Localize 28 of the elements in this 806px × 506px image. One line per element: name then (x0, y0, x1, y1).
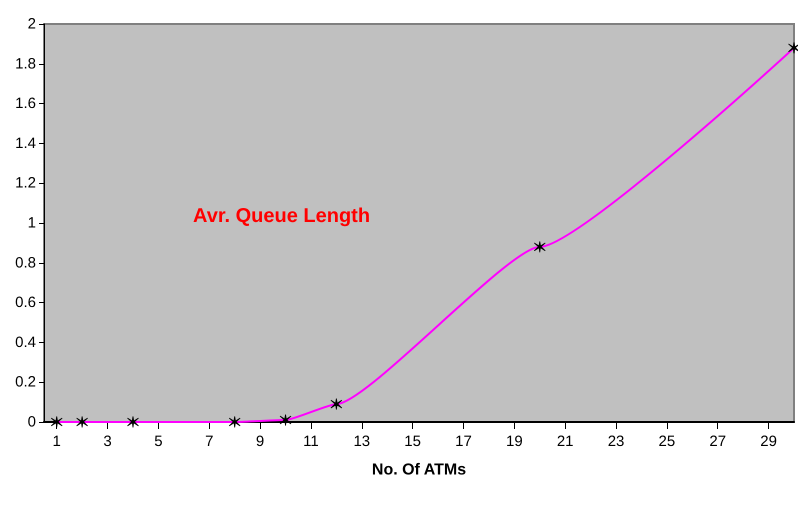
x-tick-label: 17 (455, 433, 472, 450)
x-tick-label: 25 (658, 433, 676, 450)
x-tick-label: 27 (709, 433, 726, 450)
x-tick-label: 5 (154, 433, 163, 450)
y-tick-label: 0 (28, 414, 36, 430)
y-tick-label: 2 (28, 16, 36, 32)
x-tick-label: 19 (506, 433, 523, 450)
x-tick-label: 11 (303, 433, 319, 450)
x-axis-title: No. Of ATMs (372, 462, 466, 478)
x-tick-label: 13 (353, 433, 370, 450)
y-tick-label: 0.2 (15, 374, 36, 391)
y-tick-label: 0.6 (15, 294, 36, 312)
y-tick-label: 1.8 (15, 55, 36, 72)
x-tick-label: 9 (256, 433, 264, 450)
x-tick-label: 3 (103, 433, 112, 450)
x-tick-label: 15 (404, 433, 421, 450)
x-tick-label: 7 (205, 433, 214, 450)
y-tick-label: 1.2 (15, 174, 36, 192)
x-tick-label: 1 (52, 433, 61, 450)
y-tick-label: 1.6 (15, 95, 36, 112)
text: Avr. Queue Length (193, 205, 370, 227)
x-tick-label: 21 (556, 433, 574, 450)
x-tick-label: 29 (760, 433, 777, 450)
y-tick-label: 1.4 (15, 134, 36, 152)
x-tick-label: 23 (608, 433, 624, 450)
y-tick-label: 0.8 (15, 254, 36, 272)
y-tick-label: 1 (28, 214, 36, 232)
y-tick-label: 0.4 (15, 334, 36, 351)
